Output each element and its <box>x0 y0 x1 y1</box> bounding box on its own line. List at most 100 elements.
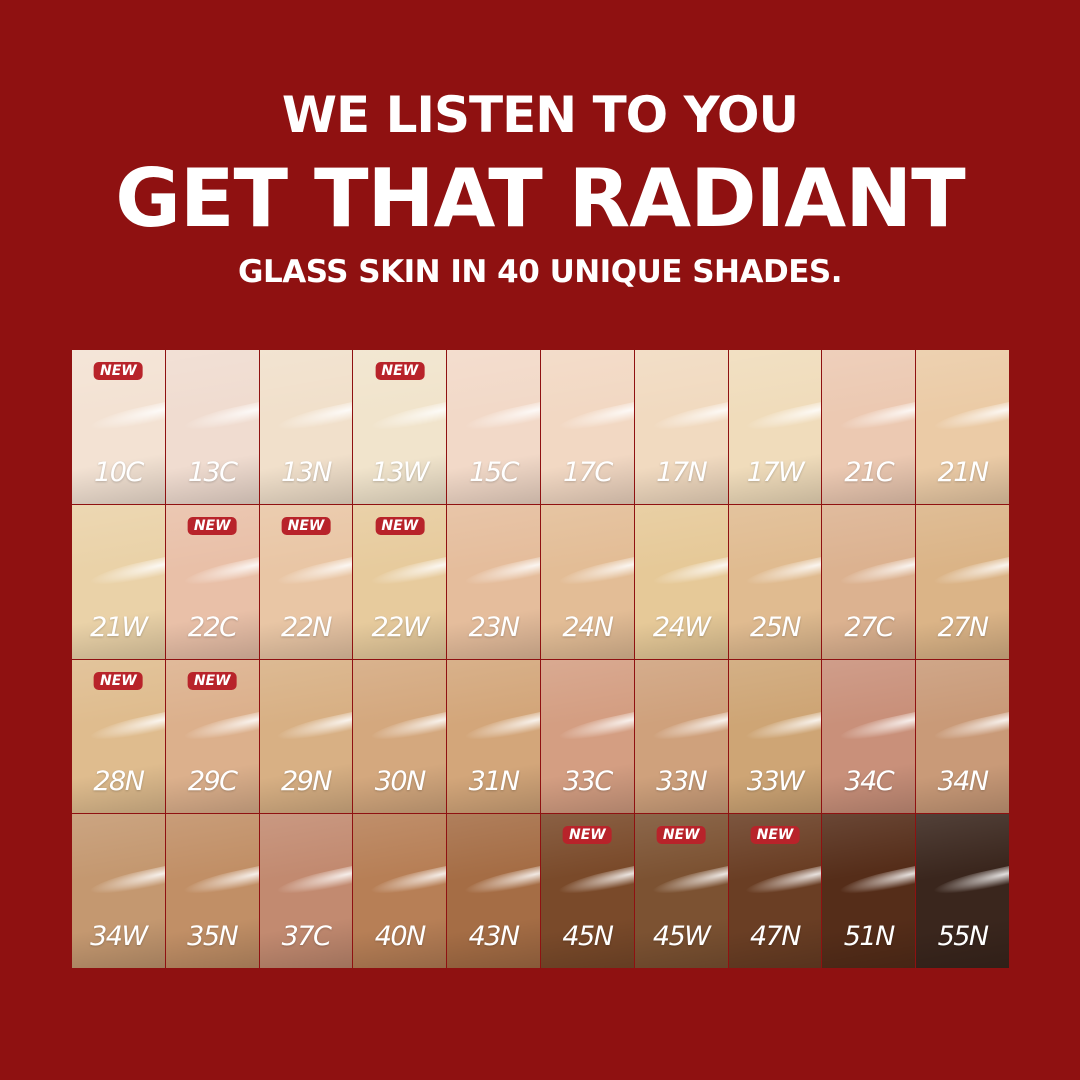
gloss-highlight <box>460 398 540 438</box>
gloss-highlight <box>554 862 634 902</box>
shade-swatch: 21C <box>822 350 916 504</box>
shade-label: 28N <box>93 766 145 798</box>
gloss-highlight <box>179 708 259 747</box>
shade-label: 40N <box>374 921 427 952</box>
shade-swatch: 27C <box>822 504 916 659</box>
gloss-highlight <box>554 398 634 438</box>
gloss-highlight <box>366 708 447 747</box>
gloss-highlight <box>85 553 165 593</box>
shade-label: 35N <box>187 921 239 952</box>
shade-swatch: 13N <box>259 350 353 504</box>
gloss-highlight <box>835 708 916 747</box>
shade-swatch: 25N <box>728 504 822 659</box>
shade-label: 29N <box>280 766 333 798</box>
gloss-highlight <box>929 398 1009 438</box>
gloss-highlight <box>366 862 447 902</box>
shade-swatch: 29N <box>259 659 353 814</box>
shade-label: 31N <box>468 766 521 798</box>
shade-swatch: 15C <box>447 350 540 504</box>
gloss-highlight <box>272 553 353 593</box>
shade-label: 23N <box>468 611 521 643</box>
shade-swatch: NEW 22W <box>353 504 447 659</box>
shade-label: 17C <box>563 456 613 488</box>
shade-swatch: 21N <box>916 350 1009 504</box>
new-badge: NEW <box>375 516 425 535</box>
gloss-highlight <box>272 398 353 438</box>
shade-swatch: 55N <box>916 814 1009 968</box>
shade-swatch: 23N <box>447 504 540 659</box>
shade-label: 37C <box>281 921 332 952</box>
shade-swatch: NEW 28N <box>72 659 165 814</box>
shade-label: 13C <box>187 456 238 488</box>
gloss-highlight <box>929 862 1009 902</box>
shade-label: 25N <box>749 611 802 643</box>
gloss-highlight <box>179 398 259 438</box>
shade-label: 43N <box>468 921 521 952</box>
gloss-highlight <box>85 862 165 902</box>
shade-swatch: 34W <box>72 814 165 968</box>
gloss-highlight <box>366 553 447 593</box>
shade-label: 13W <box>371 456 430 488</box>
gloss-highlight <box>648 862 728 902</box>
shade-label: 17W <box>746 456 805 488</box>
shade-label: 29C <box>187 766 238 798</box>
shade-label: 24W <box>652 611 711 643</box>
gloss-highlight <box>929 708 1009 747</box>
shade-label: 55N <box>937 921 990 952</box>
shade-swatch: 51N <box>822 814 916 968</box>
shade-label: 24N <box>562 611 614 643</box>
headline-line-1: WE LISTEN TO YOU <box>281 86 799 144</box>
headline-line-2: GET THAT RADIANT <box>115 152 966 245</box>
new-badge: NEW <box>187 516 237 535</box>
shade-swatch: NEW 13W <box>353 350 447 504</box>
shade-swatch: 24W <box>634 504 728 659</box>
shade-swatch: NEW 45W <box>634 814 728 968</box>
shade-label: 34N <box>937 766 990 798</box>
shade-swatch: 33C <box>541 659 634 814</box>
shade-swatch: NEW 45N <box>541 814 634 968</box>
gloss-highlight <box>554 708 634 747</box>
new-badge: NEW <box>656 826 706 845</box>
gloss-highlight <box>648 553 728 593</box>
gloss-highlight <box>272 708 353 747</box>
shade-label: 27C <box>844 611 894 643</box>
shade-swatch: 13C <box>165 350 259 504</box>
shade-swatch: 17C <box>541 350 634 504</box>
shade-swatch: 17N <box>634 350 728 504</box>
shade-swatch: 35N <box>165 814 259 968</box>
shade-swatch: 31N <box>447 659 540 814</box>
shade-label: 21N <box>937 456 990 488</box>
shade-swatch: 37C <box>259 814 353 968</box>
shade-label: 33W <box>746 766 805 798</box>
new-badge: NEW <box>94 671 143 690</box>
shade-swatch: 17W <box>728 350 822 504</box>
shade-swatch: 21W <box>72 504 165 659</box>
shade-label: 30N <box>374 766 427 798</box>
shade-label: 27N <box>937 611 990 643</box>
gloss-highlight <box>85 398 165 438</box>
shade-swatch: 33W <box>728 659 822 814</box>
gloss-highlight <box>741 398 822 438</box>
shade-swatch: 43N <box>447 814 540 968</box>
gloss-highlight <box>460 708 540 747</box>
shade-label: 22C <box>187 611 238 643</box>
shade-swatch: 27N <box>916 504 1009 659</box>
shade-swatch: 30N <box>353 659 447 814</box>
gloss-highlight <box>741 862 822 902</box>
shade-swatch: NEW 47N <box>728 814 822 968</box>
shade-swatch: 34N <box>916 659 1009 814</box>
gloss-highlight <box>272 862 353 902</box>
gloss-highlight <box>741 708 822 747</box>
gloss-highlight <box>179 553 259 593</box>
shade-label: 15C <box>469 456 519 488</box>
new-badge: NEW <box>187 671 237 690</box>
gloss-highlight <box>460 862 540 902</box>
gloss-highlight <box>741 553 822 593</box>
shade-grid: NEW 10C 13C 13N NEW 13W 15C 17C 17N 17W 21C 21N 21W N… <box>72 350 1009 968</box>
gloss-highlight <box>366 398 447 438</box>
shade-swatch: 34C <box>822 659 916 814</box>
shade-swatch: NEW 22N <box>259 504 353 659</box>
gloss-highlight <box>85 708 165 747</box>
shade-label: 33N <box>656 766 708 798</box>
headline-line-3: GLASS SKIN IN 40 UNIQUE SHADES. <box>238 254 843 290</box>
